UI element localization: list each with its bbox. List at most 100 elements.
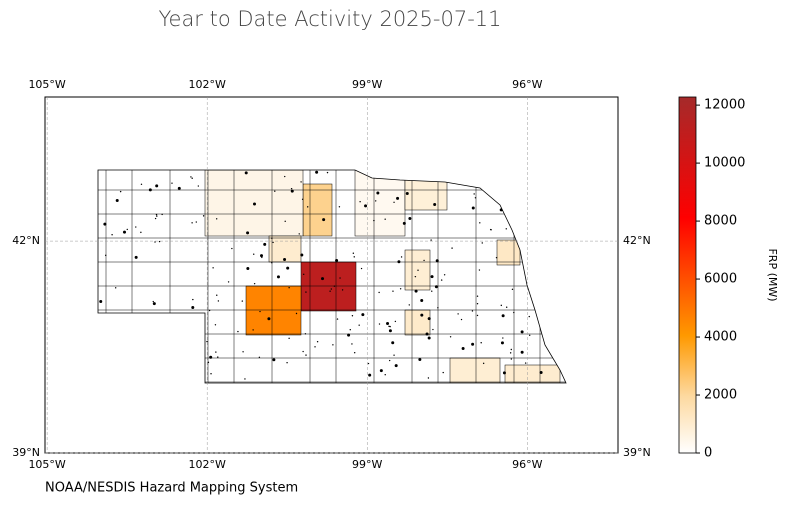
fire-point xyxy=(242,351,244,353)
fire-point xyxy=(290,187,293,190)
fire-point xyxy=(480,342,482,344)
colorbar-tick-label: 4000 xyxy=(704,330,737,345)
fire-point xyxy=(272,241,274,244)
fire-point xyxy=(457,313,459,315)
fire-point xyxy=(500,341,504,345)
fire-point xyxy=(298,233,300,235)
fire-point xyxy=(202,215,205,217)
fire-point xyxy=(260,254,264,258)
fire-point xyxy=(335,259,339,263)
fire-point xyxy=(336,318,339,320)
fire-point xyxy=(509,352,512,354)
fire-point xyxy=(376,191,380,195)
fire-point xyxy=(316,341,319,343)
fire-point xyxy=(482,362,485,365)
footer: NOAA/NESDIS Hazard Mapping System xyxy=(45,481,298,496)
fire-point xyxy=(420,313,424,317)
fire-point xyxy=(339,277,341,279)
fire-point xyxy=(393,201,395,203)
fire-point xyxy=(115,199,119,203)
fire-point xyxy=(207,361,210,364)
fire-point xyxy=(430,239,432,241)
fire-point xyxy=(290,189,294,193)
fire-point xyxy=(353,352,356,354)
fire-point xyxy=(478,269,481,271)
fire-point xyxy=(501,314,505,318)
county-fill xyxy=(504,364,561,383)
fire-point xyxy=(431,290,433,292)
fire-point xyxy=(161,213,163,216)
fire-point xyxy=(505,306,508,308)
x-tick-label: 96°W xyxy=(512,78,542,91)
fire-point xyxy=(215,218,218,220)
fire-point xyxy=(177,186,181,190)
fire-point xyxy=(191,177,193,179)
fire-point xyxy=(326,171,329,174)
fire-point xyxy=(437,307,439,309)
fire-point xyxy=(195,221,197,223)
fire-point xyxy=(368,373,372,377)
fire-point xyxy=(394,320,397,323)
fire-point xyxy=(511,288,514,291)
fire-point xyxy=(244,171,248,175)
fire-point xyxy=(434,285,438,289)
x-tick-label: 96°W xyxy=(512,458,542,471)
fire-point xyxy=(423,259,425,262)
fire-point xyxy=(397,260,401,264)
fire-point xyxy=(288,286,290,289)
fire-point xyxy=(215,351,217,353)
fire-point xyxy=(476,295,479,297)
fire-point xyxy=(272,358,276,362)
fire-point xyxy=(402,221,406,225)
fire-point xyxy=(375,200,377,202)
colorbar-tick-label: 10000 xyxy=(704,156,745,171)
fire-point xyxy=(510,348,512,351)
fire-point xyxy=(315,170,319,174)
fire-point xyxy=(191,305,195,309)
fire-point xyxy=(305,354,307,356)
fire-point xyxy=(208,309,211,312)
fire-point xyxy=(288,337,290,340)
x-tick-label: 99°W xyxy=(352,458,382,471)
fire-point xyxy=(528,315,530,318)
fire-point xyxy=(435,259,439,263)
fire-point xyxy=(259,310,261,313)
title: Year to Date Activity 2025-07-11 xyxy=(158,7,501,31)
fire-point xyxy=(227,281,230,283)
fire-point xyxy=(378,323,381,325)
county-fill xyxy=(404,179,448,211)
colorbar xyxy=(678,96,697,454)
fire-point xyxy=(378,291,380,294)
colorbar-label: FRP (MW) xyxy=(766,248,779,301)
fire-point xyxy=(430,275,434,279)
fire-point xyxy=(263,242,267,246)
y-tick-label: 39°N xyxy=(12,446,40,459)
fire-point xyxy=(408,217,412,221)
fire-point xyxy=(471,206,475,210)
fire-point xyxy=(333,285,336,287)
fire-point xyxy=(191,222,193,224)
county-fill xyxy=(268,235,302,263)
fire-point xyxy=(210,373,212,375)
fire-point xyxy=(300,181,302,183)
fire-point xyxy=(148,188,152,192)
fire-point xyxy=(253,253,255,255)
fire-point xyxy=(442,371,444,374)
fire-point xyxy=(520,350,524,354)
fire-point xyxy=(241,300,244,302)
fire-point xyxy=(420,298,424,302)
fire-point xyxy=(190,176,192,178)
fire-point xyxy=(432,328,434,331)
fire-point xyxy=(158,240,161,243)
county-fill xyxy=(300,261,357,312)
fire-point xyxy=(352,252,355,254)
fire-point xyxy=(105,254,107,257)
fire-point xyxy=(231,247,233,250)
fire-point xyxy=(261,256,263,259)
fire-point xyxy=(539,371,543,375)
fire-point xyxy=(528,334,531,336)
fire-point xyxy=(284,175,286,178)
colorbar-tick-label: 8000 xyxy=(704,214,737,229)
fire-point xyxy=(305,291,307,293)
fire-point xyxy=(246,266,250,270)
